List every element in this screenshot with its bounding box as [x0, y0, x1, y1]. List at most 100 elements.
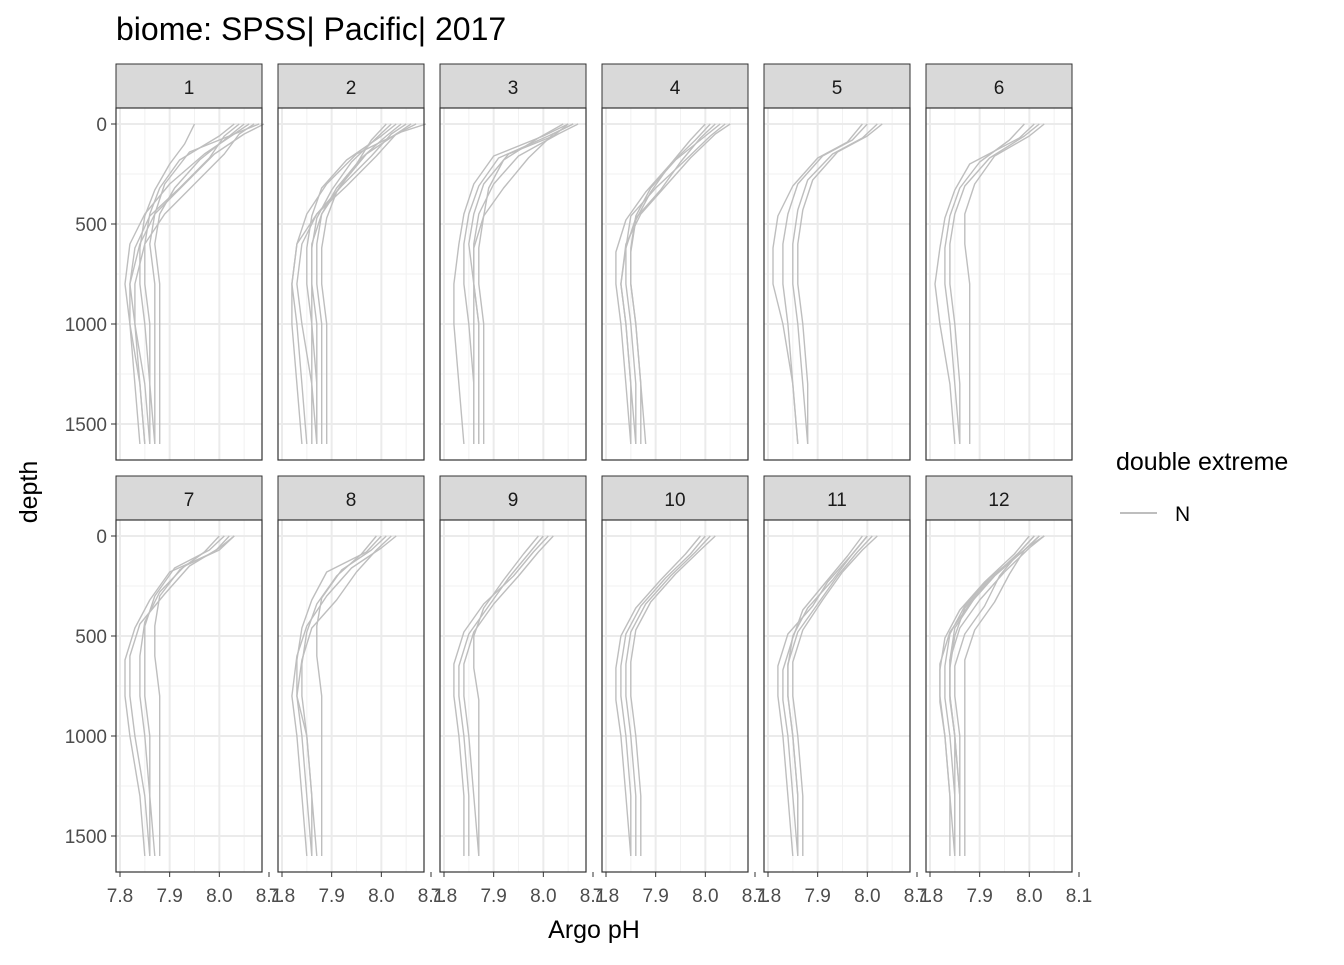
facet-panel-4: 4 — [601, 63, 749, 461]
facet-panel-7: 7 0 500 1000 1500 7.8 7.9 8.0 8.1 — [65, 475, 282, 907]
profile-line — [620, 123, 731, 445]
panel-background — [602, 520, 748, 872]
facet-strip-label: 4 — [670, 78, 681, 99]
x-tick-label: 7.9 — [804, 886, 830, 907]
facet-strip — [763, 63, 911, 109]
panel-border — [277, 519, 425, 873]
panel-border — [763, 107, 911, 461]
facet-strip-label: 10 — [664, 490, 685, 511]
facet-panel-1: 1 0 500 1000 1500 — [65, 63, 265, 461]
facet-strip — [115, 63, 263, 109]
profile-line — [615, 123, 711, 445]
panel-background — [116, 108, 262, 460]
x-tick-label: 7.9 — [966, 886, 992, 907]
chart-title: biome: SPSS| Pacific| 2017 — [116, 11, 506, 47]
facet-strip — [115, 475, 263, 521]
profile-line — [134, 123, 255, 445]
profile-line — [954, 535, 1035, 856]
x-tick-label: 8.1 — [742, 886, 768, 907]
panel-background — [926, 108, 1072, 460]
y-tick-label: 0 — [96, 115, 107, 136]
panel-border — [601, 107, 749, 461]
facet-strip-label: 9 — [508, 490, 519, 511]
x-tick-label: 8.1 — [1066, 886, 1092, 907]
facet-panel-6: 6 — [925, 63, 1073, 461]
x-tick-label: 7.9 — [642, 886, 668, 907]
profile-line — [964, 123, 1045, 444]
facet-panel-10: 10 7.8 7.9 8.0 8.1 — [593, 475, 768, 907]
x-tick-label: 8.0 — [368, 886, 394, 907]
profile-line — [964, 535, 1040, 856]
legend-title: double extreme — [1116, 448, 1288, 476]
profile-line — [144, 535, 225, 856]
profile-line — [124, 535, 230, 857]
legend: double extreme N — [1116, 448, 1288, 526]
profile-line — [296, 123, 407, 445]
facet-strip — [277, 63, 425, 109]
panel-border — [115, 107, 263, 461]
x-tick-label: 7.8 — [755, 886, 781, 907]
profile-line — [453, 123, 569, 445]
x-tick-label: 7.8 — [269, 886, 295, 907]
y-axis-title: depth — [15, 461, 43, 524]
profile-line — [949, 123, 1040, 444]
facet-strip — [277, 475, 425, 521]
x-tick-label: 7.9 — [480, 886, 506, 907]
x-tick-label: 8.1 — [904, 886, 930, 907]
x-tick-label: 8.0 — [1016, 886, 1042, 907]
x-axis-title: Argo pH — [548, 916, 640, 944]
facet-panel-2: 2 — [277, 63, 427, 461]
legend-label-n: N — [1175, 503, 1190, 526]
x-tick-label: 8.1 — [418, 886, 444, 907]
facet-panel-11: 11 7.8 7.9 8.0 8.1 — [755, 475, 930, 907]
facet-strip — [439, 63, 587, 109]
profile-line — [630, 535, 716, 856]
x-tick-label: 8.0 — [692, 886, 718, 907]
x-tick-label: 7.8 — [917, 886, 943, 907]
profile-line — [463, 535, 554, 857]
panel-border — [925, 519, 1073, 873]
profile-line — [291, 535, 397, 857]
y-tick-label: 1500 — [65, 415, 107, 436]
panel-background — [440, 108, 586, 460]
profile-line — [939, 535, 1030, 856]
profile-line — [478, 123, 564, 444]
x-tick-label: 8.0 — [854, 886, 880, 907]
y-tick-label: 500 — [75, 215, 107, 236]
profile-line — [473, 123, 574, 444]
profile-line — [620, 535, 706, 856]
facet-strip-label: 8 — [346, 490, 357, 511]
panel-border — [115, 519, 263, 873]
x-tick-label: 8.0 — [206, 886, 232, 907]
profile-line — [473, 123, 579, 444]
panel-background — [278, 108, 424, 460]
profile-line — [453, 535, 549, 856]
facet-strip — [439, 475, 587, 521]
facet-panel-9: 9 7.8 7.9 8.0 8.1 — [431, 475, 606, 907]
profile-line — [321, 123, 387, 444]
profile-line — [615, 535, 701, 857]
panel-background — [764, 520, 910, 872]
profile-line — [311, 123, 392, 444]
profile-line — [797, 123, 883, 444]
profile-line — [306, 123, 397, 444]
facet-strip — [925, 475, 1073, 521]
profile-line — [625, 123, 726, 444]
panel-border — [601, 519, 749, 873]
facet-strip-label: 6 — [994, 78, 1005, 99]
profile-line — [139, 123, 196, 445]
profile-line — [625, 535, 711, 856]
panel-border — [763, 519, 911, 873]
y-tick-label: 1000 — [65, 315, 107, 336]
profile-line — [772, 123, 863, 445]
profile-line — [792, 535, 878, 856]
facet-strip-label: 11 — [827, 490, 847, 511]
facet-panel-5: 5 — [763, 63, 911, 461]
x-tick-label: 7.8 — [593, 886, 619, 907]
profile-line — [787, 535, 868, 856]
panel-border — [925, 107, 1073, 461]
x-tick-label: 8.0 — [530, 886, 556, 907]
